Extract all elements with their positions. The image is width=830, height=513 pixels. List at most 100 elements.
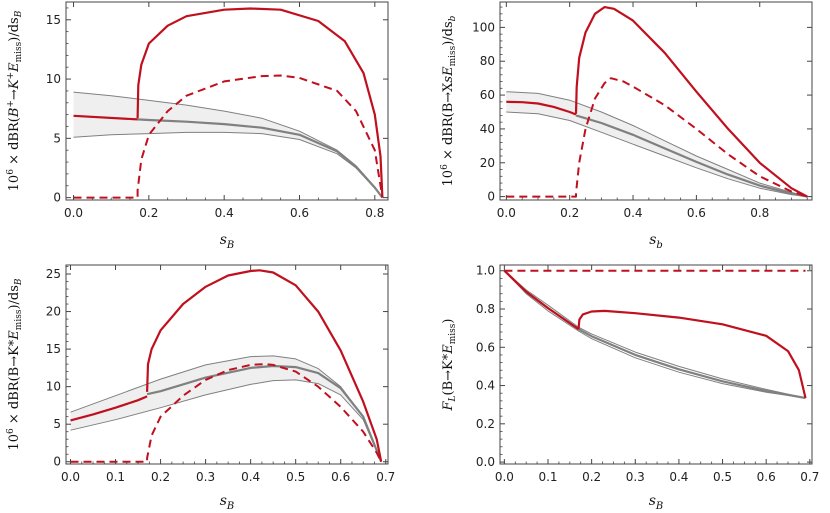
y-tick-label: 100 [472, 20, 495, 34]
y-axis-label-part: L [448, 395, 458, 402]
y-axis-label-part: + [6, 100, 16, 108]
x-axis-label-sub: b [656, 240, 662, 251]
series-central-sm [575, 114, 808, 198]
y-tick-label: 0 [53, 191, 61, 205]
x-tick-label: 0.2 [151, 470, 170, 484]
x-tick-label: 0.6 [290, 206, 309, 220]
y-tick-label: 10 [46, 72, 61, 86]
y-axis-label-part: 10 [7, 434, 22, 451]
series-new-physics-total [136, 7, 384, 198]
x-axis-label: sb [649, 232, 663, 251]
x-axis-label-main: s [649, 493, 656, 509]
x-tick-label: 0.5 [713, 470, 732, 484]
y-axis-label: 106 × dBR(B→K*Emiss)/dsB [6, 278, 24, 450]
y-axis-label: FL(B→K*Emiss) [441, 319, 458, 412]
x-axis-label-main: s [649, 232, 656, 248]
series-new-physics-only [70, 363, 383, 463]
x-tick-label: 0.0 [495, 470, 514, 484]
x-axis-label: sB [649, 493, 664, 512]
series-new-physics-total [146, 269, 383, 462]
y-axis-label-part: 6 [6, 428, 16, 434]
y-tick-label: 0.2 [476, 417, 495, 431]
x-tick-label: 0.0 [61, 470, 80, 484]
x-tick-label: 0.2 [582, 470, 601, 484]
y-axis-label-part: E [441, 344, 456, 355]
series-central-sm [146, 364, 383, 463]
series-new-physics-total [574, 6, 808, 198]
y-tick-label: 10 [46, 380, 61, 394]
x-tick-label: 0.1 [106, 470, 125, 484]
series-band-upper [504, 270, 806, 399]
x-tick-label: 0.6 [331, 470, 350, 484]
y-axis-label-part: * [441, 353, 456, 360]
y-tick-label: 20 [480, 156, 495, 170]
series-new-physics-only [73, 74, 384, 199]
uncertainty-band [70, 355, 382, 462]
y-axis-label-part: E [7, 330, 22, 341]
x-tick-label: 0.8 [750, 206, 769, 220]
series-band-upper [506, 91, 808, 198]
y-axis-label-part: × dBR(B→X [441, 82, 456, 164]
x-tick-label: 0.6 [687, 206, 706, 220]
y-tick-label: 0 [487, 190, 495, 204]
uncertainty-band [73, 92, 383, 198]
x-tick-label: 0.3 [196, 470, 215, 484]
x-tick-label: 0.4 [241, 470, 260, 484]
y-axis-label-part: 10 [441, 170, 456, 187]
x-tick-label: 0.7 [800, 470, 819, 484]
y-axis-label-part: miss [448, 323, 458, 344]
x-tick-label: 0.7 [376, 470, 395, 484]
series-band-lower [73, 131, 383, 198]
x-tick-label: 0.2 [139, 206, 158, 220]
x-tick-label: 0.0 [497, 206, 516, 220]
y-axis-label: 106 × dBR(B+→K+Emiss)/dsB [6, 10, 24, 191]
x-tick-label: 0.3 [626, 470, 645, 484]
x-tick-label: 0.4 [623, 206, 642, 220]
y-axis-label: 106 × dBR(B→XsEmiss)/dsb [440, 15, 458, 186]
y-axis-label-part: miss [14, 309, 24, 330]
x-axis-label-main: s [220, 493, 227, 509]
y-tick-label: 0.8 [476, 302, 495, 316]
y-axis-label-part: × dBR(B→K [7, 346, 22, 428]
x-axis-label-sub: B [655, 501, 663, 512]
y-tick-label: 0.4 [476, 379, 495, 393]
y-tick-label: 80 [480, 54, 495, 68]
x-tick-label: 0.2 [560, 206, 579, 220]
plot-frame [499, 264, 813, 465]
series-band-lower [504, 270, 806, 399]
x-axis-label: sB [220, 232, 235, 251]
y-axis-label-part: + [6, 72, 16, 80]
y-axis-label-part: b [448, 15, 458, 21]
y-axis-label-part: miss [14, 41, 24, 62]
y-tick-label: 5 [53, 417, 61, 431]
y-tick-label: 25 [46, 267, 61, 281]
x-tick-label: 0.1 [538, 470, 557, 484]
y-axis-label-part: * [7, 339, 22, 346]
series-sm-highlight [506, 100, 577, 116]
x-axis-label: sB [220, 493, 235, 512]
series-band-lower [70, 379, 382, 462]
x-tick-label: 0.5 [286, 470, 305, 484]
series-sm-highlight [503, 269, 580, 331]
y-axis-label-part: 6 [6, 169, 16, 175]
y-axis-label-part: F [441, 400, 456, 411]
series-new-physics-total [577, 309, 807, 399]
x-tick-label: 0.0 [64, 206, 83, 220]
x-axis-label-sub: B [226, 240, 234, 251]
y-axis-label-part: K [7, 78, 22, 90]
chart-3: 0.0 0.1 0.2 0.3 0.4 0.5 0.6 0.70510152025sB106 … [6, 264, 395, 512]
x-tick-label: 0.4 [215, 206, 234, 220]
y-tick-label: 0.6 [476, 340, 495, 354]
y-tick-label: 5 [53, 131, 61, 145]
y-axis-label-part: )/ds [7, 285, 22, 309]
series-new-physics-only [506, 77, 808, 198]
series-sm-highlight [70, 395, 148, 422]
y-axis-label-part: 10 [7, 175, 22, 192]
y-axis-label-part: B [14, 10, 24, 18]
y-tick-label: 0.0 [476, 455, 495, 469]
y-axis-label-part: → [7, 89, 22, 100]
plot-frame [65, 1, 389, 201]
x-axis-label-sub: B [226, 501, 234, 512]
